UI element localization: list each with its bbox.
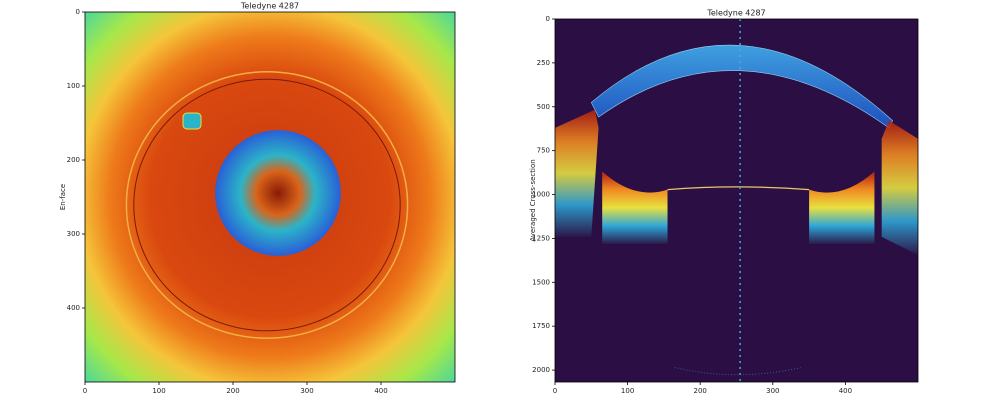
x-tick-label: 100 (152, 387, 165, 395)
iris-right (809, 171, 875, 245)
y-axis-label: En-face (59, 184, 67, 210)
y-tick-label: 0 (76, 8, 80, 16)
x-tick-label: 200 (226, 387, 239, 395)
iris-left (602, 171, 668, 245)
sclera-left (555, 109, 599, 237)
x-tick-label: 0 (553, 387, 557, 395)
y-tick-label: 1750 (532, 322, 550, 330)
y-tick-label: 1250 (532, 234, 550, 242)
y-tick-label: 250 (537, 59, 550, 67)
y-axis-label: Averaged Cross-section (529, 159, 537, 241)
x-tick-label: 400 (374, 387, 387, 395)
ring (133, 78, 401, 332)
ring (125, 71, 409, 339)
sclera-right (881, 120, 918, 255)
y-tick-label: 200 (67, 156, 80, 164)
x-tick-label: 300 (300, 387, 313, 395)
y-tick-label: 750 (537, 147, 550, 155)
retina-arc (674, 367, 802, 376)
y-tick-label: 300 (67, 230, 80, 238)
y-tick-label: 1500 (532, 278, 550, 286)
spot (182, 112, 202, 130)
x-tick-label: 200 (694, 387, 707, 395)
lens-surface (667, 186, 810, 191)
axes-frame (84, 11, 456, 383)
y-tick-label: 400 (67, 304, 80, 312)
pupil (215, 130, 341, 256)
y-tick-label: 2000 (532, 366, 550, 374)
axes-frame (554, 18, 919, 383)
y-tick-label: 1000 (532, 191, 550, 199)
x-tick-label: 0 (83, 387, 87, 395)
chart-title: Teledyne 4287 (706, 9, 765, 18)
y-tick-label: 0 (546, 15, 550, 23)
x-tick-label: 400 (839, 387, 852, 395)
x-tick-label: 300 (766, 387, 779, 395)
y-tick-label: 100 (67, 82, 80, 90)
x-tick-label: 100 (621, 387, 634, 395)
chart-title: Teledyne 4287 (240, 2, 299, 11)
y-tick-label: 500 (537, 103, 550, 111)
